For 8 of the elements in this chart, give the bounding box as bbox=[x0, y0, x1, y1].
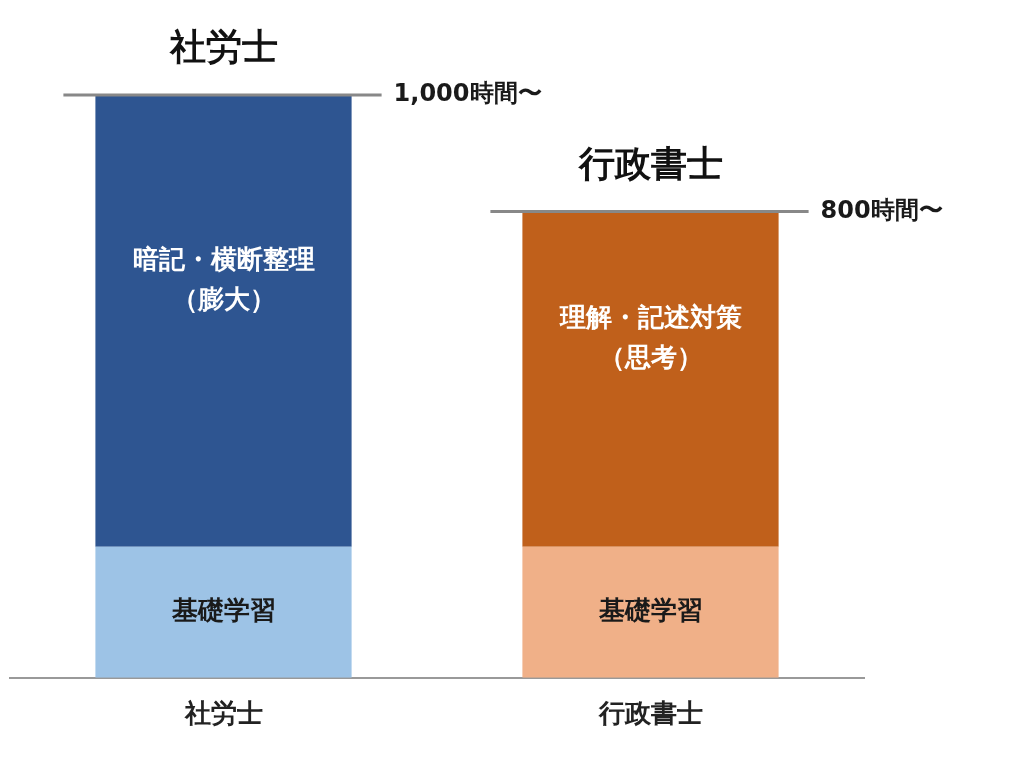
text: 基礎学習 bbox=[598, 594, 703, 625]
annotation: 暗記・横断整理（膨大） bbox=[132, 243, 315, 314]
total-label: 800時間〜 bbox=[820, 195, 943, 224]
text: 社労士 bbox=[168, 26, 278, 68]
total-label: 1,000時間〜 bbox=[393, 79, 542, 108]
annotation: 理解・記述対策（思考） bbox=[558, 301, 742, 372]
annotation: 行政書士 bbox=[577, 142, 723, 184]
series-label: 基礎学習 bbox=[170, 594, 276, 625]
